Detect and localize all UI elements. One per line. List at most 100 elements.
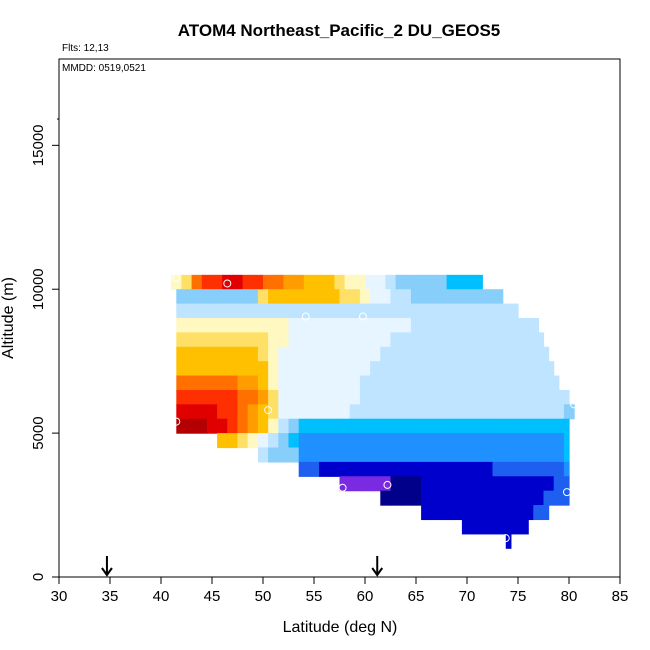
- heatmap-cell: [512, 418, 524, 434]
- heatmap-cell: [505, 533, 512, 549]
- heatmap-cell: [410, 318, 422, 333]
- heatmap-cell: [543, 505, 550, 521]
- heatmap-cell: [431, 346, 443, 362]
- heatmap-cell: [400, 490, 412, 506]
- heatmap-cell: [329, 389, 341, 405]
- heatmap-cell: [217, 361, 228, 377]
- heatmap-cell: [319, 447, 330, 463]
- heatmap-cell: [186, 346, 198, 362]
- heatmap-cell: [206, 289, 218, 305]
- heatmap-cell: [329, 461, 341, 477]
- heatmap-cell: [206, 389, 218, 405]
- heatmap-cell: [349, 289, 361, 305]
- heatmap-cell: [217, 433, 228, 449]
- heatmap-cell: [257, 404, 269, 420]
- heatmap-cell: [400, 318, 412, 333]
- heatmap-cell: [349, 389, 361, 405]
- heatmap-cell: [298, 461, 310, 477]
- heatmap-cell: [461, 418, 473, 434]
- sample-markers: [172, 265, 579, 543]
- heatmap-cell: [421, 404, 432, 420]
- heatmap-cell: [502, 361, 514, 377]
- heatmap-cell: [191, 274, 203, 290]
- heatmap-cell: [308, 447, 320, 463]
- heatmap-cell: [196, 332, 208, 348]
- heatmap-cell: [451, 404, 463, 420]
- heatmap-cell: [523, 389, 534, 405]
- heatmap-cell: [390, 346, 402, 362]
- heatmap-cell: [441, 461, 453, 477]
- heatmap-cell: [410, 490, 422, 506]
- heatmap-cell: [410, 476, 422, 492]
- heatmap-cell: [278, 361, 290, 377]
- heatmap-cell: [431, 461, 443, 477]
- heatmap-cell: [329, 447, 341, 463]
- heatmap-cell: [431, 418, 443, 434]
- heatmap-cell: [349, 418, 361, 434]
- heatmap-cell: [339, 404, 351, 420]
- heatmap-cell: [349, 332, 361, 348]
- heatmap-cell: [563, 461, 570, 477]
- heatmap-cell: [176, 318, 188, 333]
- heatmap-cell: [288, 375, 300, 391]
- heatmap-cell: [492, 476, 504, 492]
- heatmap-cell: [512, 361, 524, 377]
- heatmap-cell: [237, 303, 249, 319]
- heatmap-cell: [308, 375, 320, 391]
- heatmap-cell: [217, 375, 228, 391]
- heatmap-cell: [186, 361, 198, 377]
- x-tick-label: 65: [408, 588, 425, 605]
- heatmap-cell: [298, 289, 310, 305]
- heatmap-cell: [237, 289, 249, 305]
- heatmap-cell: [477, 274, 483, 290]
- heatmap-cell: [359, 289, 371, 305]
- heatmap-cell: [553, 490, 565, 506]
- heatmap-cell: [523, 505, 534, 521]
- x-tick-label: 40: [153, 588, 170, 605]
- heatmap-cell: [461, 332, 473, 348]
- heatmap-cell: [441, 361, 453, 377]
- heatmap-cell: [400, 404, 412, 420]
- heatmap-cell: [370, 418, 381, 434]
- heatmap-cell: [482, 447, 494, 463]
- heatmap-cell: [278, 346, 290, 362]
- heatmap-cell: [451, 346, 463, 362]
- heatmap-cell: [298, 332, 310, 348]
- heatmap-cell: [339, 433, 351, 449]
- heatmap-cell: [390, 289, 402, 305]
- y-axis-label: Altitude (m): [0, 277, 17, 359]
- heatmap-cell: [380, 476, 392, 492]
- x-axis: 30 35 40 45 50 55 60 65 70 75 80 85: [51, 577, 628, 605]
- heatmap-cell: [380, 375, 392, 391]
- heatmap-cell: [400, 375, 412, 391]
- heatmap-cell: [196, 346, 208, 362]
- heatmap-cell: [268, 346, 279, 362]
- heatmap-cell: [436, 274, 448, 290]
- heatmap-cell: [441, 346, 453, 362]
- heatmap-cell: [523, 447, 534, 463]
- heatmap-cell: [278, 332, 290, 348]
- heatmap-cell: [370, 361, 381, 377]
- heatmap-cell: [237, 433, 249, 449]
- heatmap-cell: [472, 404, 483, 420]
- heatmap-cell: [451, 361, 463, 377]
- heatmap-cell: [431, 476, 443, 492]
- heatmap-cell: [461, 461, 473, 477]
- heatmap-cell: [278, 433, 290, 449]
- heatmap-cell: [324, 274, 335, 290]
- heatmap-cell: [472, 505, 483, 521]
- heatmap-cell: [421, 433, 432, 449]
- heatmap-cell: [461, 519, 473, 535]
- heatmap-cell: [390, 433, 402, 449]
- heatmap-cell: [543, 346, 550, 362]
- heatmap-cell: [431, 318, 443, 333]
- heatmap-cell: [380, 289, 392, 305]
- heatmap-cell: [543, 361, 555, 377]
- heatmap-cell: [370, 404, 381, 420]
- heatmap-cell: [410, 375, 422, 391]
- heatmap-cell: [278, 289, 290, 305]
- heatmap-cell: [421, 505, 432, 521]
- heatmap-cell: [492, 433, 504, 449]
- heatmap-cell: [227, 418, 239, 434]
